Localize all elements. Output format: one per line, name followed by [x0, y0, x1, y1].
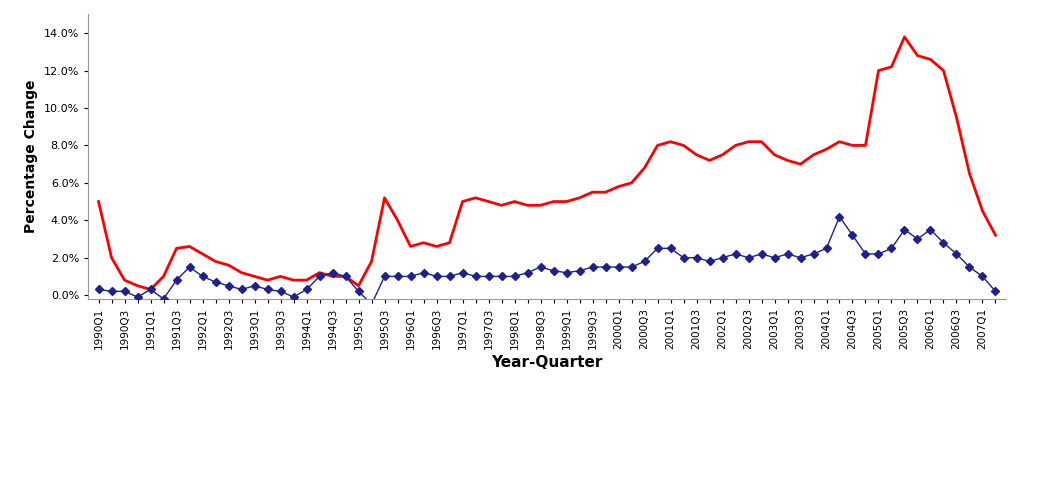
X-axis label: Year-Quarter: Year-Quarter — [492, 355, 602, 370]
Y-axis label: Percentage Change: Percentage Change — [24, 80, 38, 233]
